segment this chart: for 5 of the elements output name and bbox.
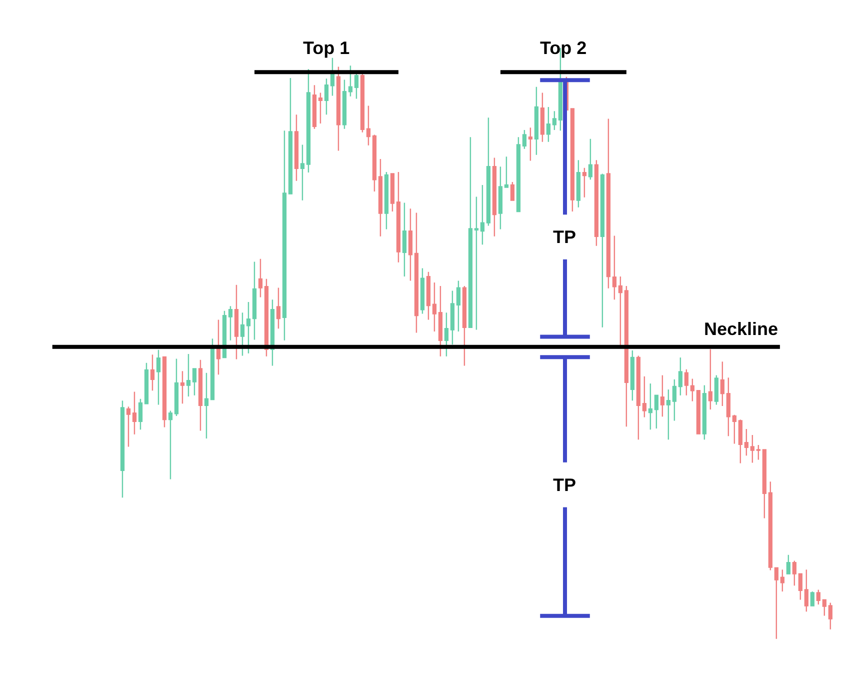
series-label: Top 2 [540, 38, 587, 58]
annotation: TP [553, 227, 576, 247]
ref-line-label: Neckline [704, 319, 778, 339]
series-label: Top 1 [303, 38, 350, 58]
annotation: TP [553, 475, 576, 495]
